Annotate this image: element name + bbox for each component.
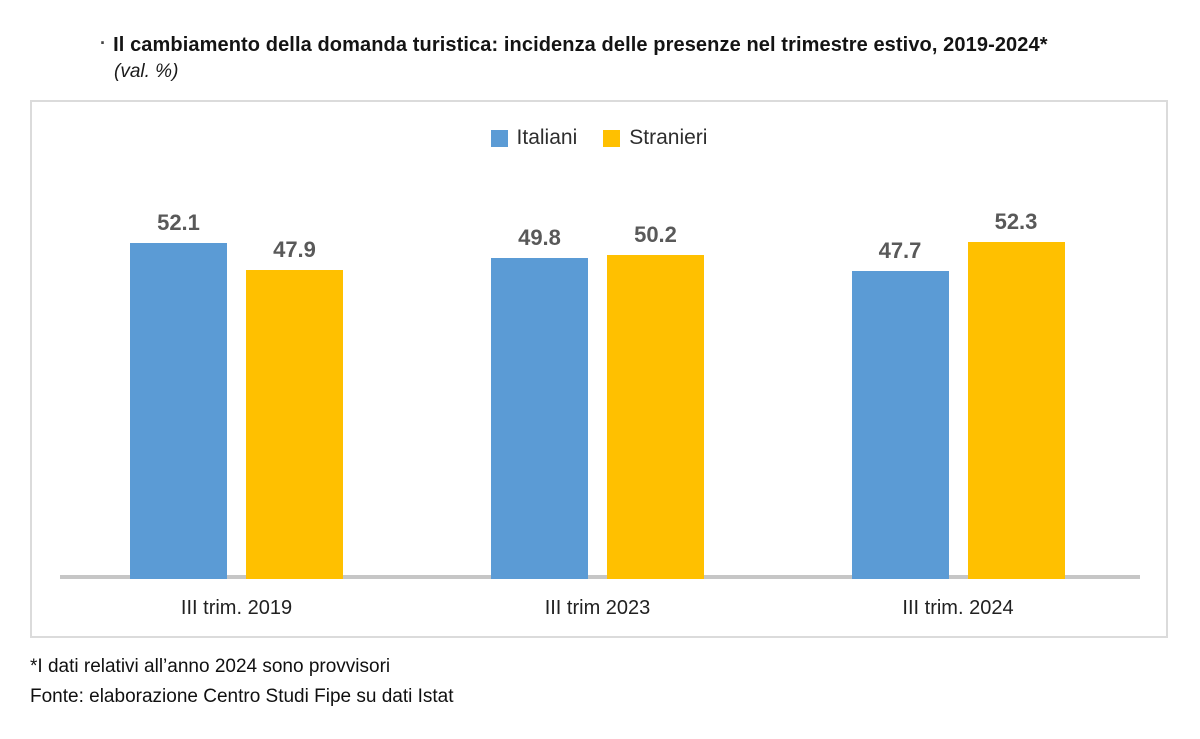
bar-italiani [851, 271, 949, 579]
category-label: III trim. 2019 [180, 597, 293, 619]
category-label: III trim. 2024 [902, 597, 1014, 619]
footnote-provisional: *I dati relativi all’anno 2024 sono prov… [30, 656, 391, 677]
footnotes: *I dati relativi all’anno 2024 sono prov… [30, 652, 1170, 712]
value-label: 52.3 [994, 208, 1038, 234]
value-label: 47.7 [878, 238, 922, 264]
title-bullet-icon: · [100, 33, 107, 53]
value-label: 49.8 [518, 224, 561, 250]
plot-area: 52.1 47.9 III trim. 2019 49.8 50.2 III trim 2… [32, 102, 1166, 636]
bar-stranieri [607, 255, 704, 579]
page-title: · Il cambiamento della domanda turistica:… [100, 30, 1190, 58]
x-axis-line [60, 575, 1140, 579]
chart-legend: Italiani Stranieri [32, 126, 1166, 150]
legend-item-stranieri: Stranieri [603, 126, 707, 150]
chart-header: · Il cambiamento della domanda turistica:… [0, 0, 1200, 86]
bar-stranieri [246, 270, 343, 579]
chart-frame: Italiani Stranieri 52.1 47.9 III trim. 201… [30, 100, 1168, 638]
category-label: III trim 2023 [544, 597, 651, 619]
legend-label-italiani: Italiani [516, 126, 578, 149]
bar-italiani [491, 257, 588, 579]
chart-subtitle: (val. %) [114, 61, 179, 82]
value-label: 50.2 [634, 222, 677, 248]
legend-swatch-italiani [490, 129, 508, 147]
footnote-source: Fonte: elaborazione Centro Studi Fipe su… [30, 686, 454, 707]
bar-stranieri [967, 241, 1065, 579]
value-label: 47.9 [273, 237, 316, 263]
bar-italiani [130, 243, 227, 579]
legend-label-stranieri: Stranieri [629, 126, 708, 149]
legend-item-italiani: Italiani [490, 126, 578, 150]
legend-swatch-stranieri [603, 129, 621, 147]
title-text: Il cambiamento della domanda turistica: … [113, 34, 1048, 56]
value-label: 52.1 [157, 209, 200, 235]
